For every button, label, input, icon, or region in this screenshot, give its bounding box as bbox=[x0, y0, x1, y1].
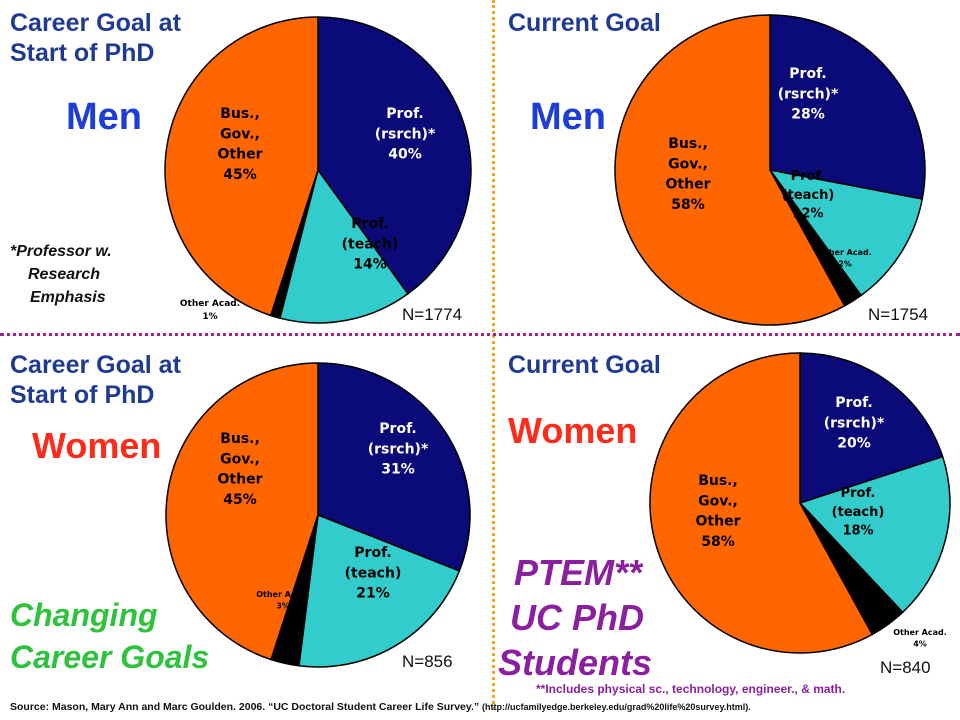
changing-career-goals: Changing Career Goals bbox=[10, 597, 210, 675]
slice-label: Bus., Gov., Other 45% bbox=[218, 106, 263, 183]
vertical-divider bbox=[492, 0, 495, 710]
pie-slice bbox=[769, 14, 926, 200]
professor-note-line: *Professor w. bbox=[10, 243, 112, 260]
professor-note-line: Emphasis bbox=[30, 289, 106, 306]
pie-chart-women-current: Prof. (rsrch)* 20% Prof. (teach) 18% Other Aca… bbox=[649, 352, 951, 654]
source-url: (http://ucfamilyedge.berkeley.edu/grad%2… bbox=[482, 702, 751, 712]
slice-label: Other Acad. 2% bbox=[818, 248, 872, 269]
n-label-men-current: N=1754 bbox=[868, 305, 929, 324]
pie-slice bbox=[298, 513, 461, 668]
slice-label: Bus., Gov., Other 58% bbox=[696, 473, 741, 550]
slice-label: Other Acad. 4% bbox=[893, 628, 947, 649]
heading-men-current: Current Goal bbox=[508, 9, 661, 37]
group-label-women-start: Women bbox=[32, 425, 162, 466]
slice-label: Prof. (rsrch)* 40% bbox=[375, 106, 436, 163]
n-label-men-start: N=1774 bbox=[402, 305, 463, 324]
pie-slice bbox=[317, 362, 471, 572]
ptem-title: PTEM** bbox=[514, 552, 643, 593]
pie-chart-men-start: Prof. (rsrch)* 40% Prof. (teach) 14% Other Aca… bbox=[164, 16, 472, 324]
heading-women-start: Career Goal at Start of PhD bbox=[10, 351, 181, 409]
pie-chart-women-start: Prof. (rsrch)* 31% Prof. (teach) 21% Other Aca… bbox=[165, 362, 471, 668]
pie-slice bbox=[317, 16, 472, 295]
slice-label: Bus., Gov., Other 45% bbox=[218, 431, 263, 508]
ptem-footnote: **Includes physical sc., technology, eng… bbox=[536, 682, 846, 696]
slice-label: Prof. (teach) 21% bbox=[345, 545, 402, 602]
n-label-women-start: N=856 bbox=[402, 652, 453, 671]
slice-label: Prof. (teach) 12% bbox=[782, 169, 835, 222]
slice-label: Prof. (rsrch)* 31% bbox=[368, 421, 429, 478]
group-label-men-start: Men bbox=[66, 96, 142, 138]
professor-note: *Professor w. Research Emphasis bbox=[10, 240, 112, 309]
group-label-men-current: Men bbox=[530, 96, 606, 138]
pie-slice bbox=[165, 362, 319, 661]
heading-men-start: Career Goal at Start of PhD bbox=[10, 9, 181, 67]
group-label-women-current: Women bbox=[508, 410, 638, 451]
n-label-women-current: N=840 bbox=[880, 658, 931, 677]
pie-slice bbox=[798, 455, 951, 614]
ptem-subtitle: UC PhD bbox=[510, 597, 644, 638]
slice-label: Bus., Gov., Other 58% bbox=[666, 136, 711, 213]
slice-label: Other Acad. 1% bbox=[180, 299, 240, 322]
pie-chart-men-current: Prof. (rsrch)* 28% Prof. (teach) 12% Other Aca… bbox=[614, 14, 926, 326]
slice-label: Prof. (teach) 18% bbox=[832, 486, 885, 539]
horizontal-divider bbox=[0, 333, 960, 336]
pie-slice bbox=[768, 168, 924, 297]
ptem-students: Students bbox=[498, 642, 653, 683]
pie-slice bbox=[649, 352, 874, 654]
slice-label: Prof. (rsrch)* 28% bbox=[778, 66, 839, 123]
source-citation: Source: Mason, Mary Ann and Marc Goulden… bbox=[10, 701, 751, 713]
slice-label: Prof. (rsrch)* 20% bbox=[824, 395, 885, 452]
pie-slice bbox=[799, 352, 944, 505]
professor-note-line: Research bbox=[28, 266, 101, 283]
source-citation-text: Source: Mason, Mary Ann and Marc Goulden… bbox=[10, 701, 483, 713]
pie-slice bbox=[164, 16, 319, 317]
slice-label: Other Acad. 3% bbox=[256, 590, 310, 611]
pie-slice bbox=[279, 168, 409, 324]
slice-label: Prof. (teach) 14% bbox=[342, 216, 399, 273]
pie-slice bbox=[614, 14, 846, 326]
heading-women-current: Current Goal bbox=[508, 351, 661, 379]
